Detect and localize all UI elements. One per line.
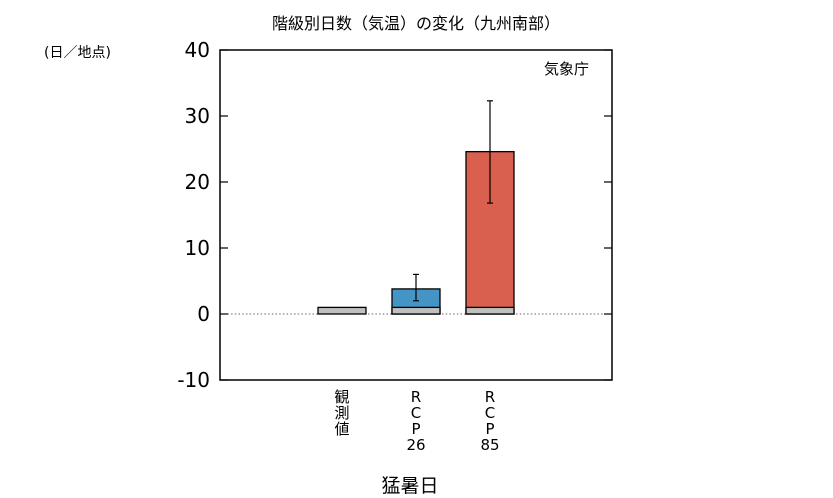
bar bbox=[317, 306, 367, 315]
category-label: R bbox=[485, 388, 495, 406]
y-unit-label: (日／地点) bbox=[44, 45, 111, 61]
category-label: P bbox=[485, 420, 494, 438]
category-label: C bbox=[411, 404, 421, 422]
observed-base-bar bbox=[465, 306, 515, 315]
category-label: 観 bbox=[334, 388, 349, 406]
category-label: 測 bbox=[334, 404, 349, 422]
category-label: R bbox=[411, 388, 421, 406]
category-label: 85 bbox=[480, 436, 499, 454]
y-tick-label: -10 bbox=[177, 368, 210, 392]
category-label: 26 bbox=[406, 436, 425, 454]
plot-frame bbox=[219, 49, 613, 381]
source-label: 気象庁 bbox=[544, 60, 589, 78]
category-label: P bbox=[411, 420, 420, 438]
y-tick-label: 20 bbox=[185, 170, 210, 194]
x-axis-label: 猛暑日 bbox=[381, 475, 438, 497]
category-label: 値 bbox=[334, 420, 349, 438]
observed-base-bar bbox=[391, 306, 441, 315]
y-tick-label: 10 bbox=[185, 236, 210, 260]
y-tick-label: 40 bbox=[185, 38, 210, 62]
y-tick-label: 30 bbox=[185, 104, 210, 128]
chart-title: 階級別日数（気温）の変化（九州南部） bbox=[272, 14, 560, 33]
error-bars bbox=[413, 100, 493, 302]
y-axis: 40 30 20 10 0 -10 bbox=[177, 38, 612, 392]
y-tick-label: 0 bbox=[197, 302, 210, 326]
category-label: C bbox=[485, 404, 495, 422]
